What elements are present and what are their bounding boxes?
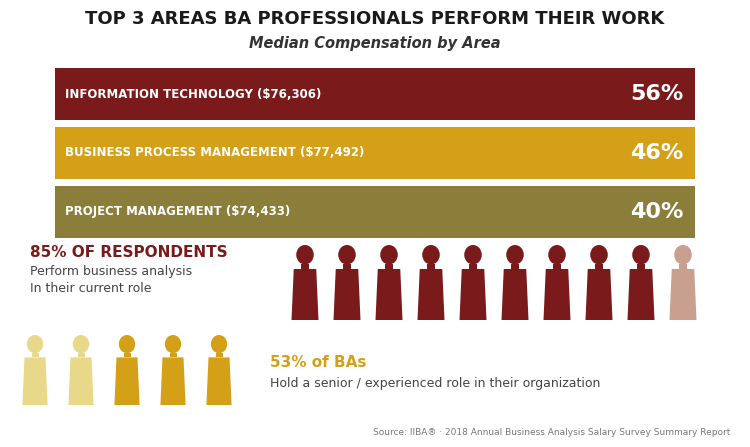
Text: TOP 3 AREAS BA PROFESSIONALS PERFORM THEIR WORK: TOP 3 AREAS BA PROFESSIONALS PERFORM THE…: [86, 10, 664, 28]
Polygon shape: [680, 264, 687, 269]
Bar: [55, 127, 695, 179]
Polygon shape: [427, 264, 435, 269]
Ellipse shape: [632, 245, 650, 265]
Polygon shape: [206, 358, 232, 405]
Ellipse shape: [73, 335, 89, 353]
Text: 53% of BAs: 53% of BAs: [270, 355, 366, 370]
Text: Perform business analysis: Perform business analysis: [30, 265, 192, 278]
Polygon shape: [670, 269, 697, 320]
Ellipse shape: [464, 245, 482, 265]
Polygon shape: [596, 264, 603, 269]
Polygon shape: [292, 269, 319, 320]
Text: 40%: 40%: [630, 202, 683, 222]
Text: BUSINESS PROCESS MANAGEMENT ($77,492): BUSINESS PROCESS MANAGEMENT ($77,492): [65, 147, 364, 160]
Ellipse shape: [118, 335, 135, 353]
Polygon shape: [638, 264, 645, 269]
Polygon shape: [418, 269, 445, 320]
Text: In their current role: In their current role: [30, 282, 152, 295]
Polygon shape: [376, 269, 403, 320]
Text: 46%: 46%: [630, 143, 683, 163]
Ellipse shape: [590, 245, 608, 265]
Polygon shape: [77, 353, 85, 358]
Text: Source: IIBA® · 2018 Annual Business Analysis Salary Survey Summary Report: Source: IIBA® · 2018 Annual Business Ana…: [373, 428, 730, 437]
Polygon shape: [628, 269, 655, 320]
Ellipse shape: [296, 245, 314, 265]
Polygon shape: [160, 358, 185, 405]
Polygon shape: [32, 353, 38, 358]
Text: Hold a senior / experienced role in their organization: Hold a senior / experienced role in thei…: [270, 377, 600, 390]
Ellipse shape: [422, 245, 439, 265]
Polygon shape: [22, 358, 47, 405]
Polygon shape: [544, 269, 571, 320]
Text: 56%: 56%: [630, 84, 683, 104]
Polygon shape: [302, 264, 309, 269]
Polygon shape: [215, 353, 223, 358]
Ellipse shape: [506, 245, 524, 265]
Text: INFORMATION TECHNOLOGY ($76,306): INFORMATION TECHNOLOGY ($76,306): [65, 88, 321, 101]
Ellipse shape: [674, 245, 692, 265]
Ellipse shape: [27, 335, 44, 353]
Polygon shape: [170, 353, 176, 358]
Polygon shape: [68, 358, 94, 405]
Polygon shape: [344, 264, 351, 269]
Polygon shape: [124, 353, 130, 358]
Ellipse shape: [548, 245, 566, 265]
Ellipse shape: [165, 335, 182, 353]
Polygon shape: [386, 264, 393, 269]
Text: 85% OF RESPONDENTS: 85% OF RESPONDENTS: [30, 245, 228, 260]
Polygon shape: [115, 358, 140, 405]
Polygon shape: [460, 269, 487, 320]
Polygon shape: [470, 264, 477, 269]
Polygon shape: [512, 264, 519, 269]
Polygon shape: [554, 264, 561, 269]
Ellipse shape: [211, 335, 227, 353]
Text: Median Compensation by Area: Median Compensation by Area: [249, 36, 501, 51]
Polygon shape: [586, 269, 613, 320]
Ellipse shape: [338, 245, 356, 265]
Ellipse shape: [380, 245, 398, 265]
Bar: [55, 186, 695, 238]
Polygon shape: [502, 269, 529, 320]
Text: PROJECT MANAGEMENT ($74,433): PROJECT MANAGEMENT ($74,433): [65, 206, 290, 219]
Polygon shape: [334, 269, 361, 320]
Bar: [55, 68, 695, 120]
